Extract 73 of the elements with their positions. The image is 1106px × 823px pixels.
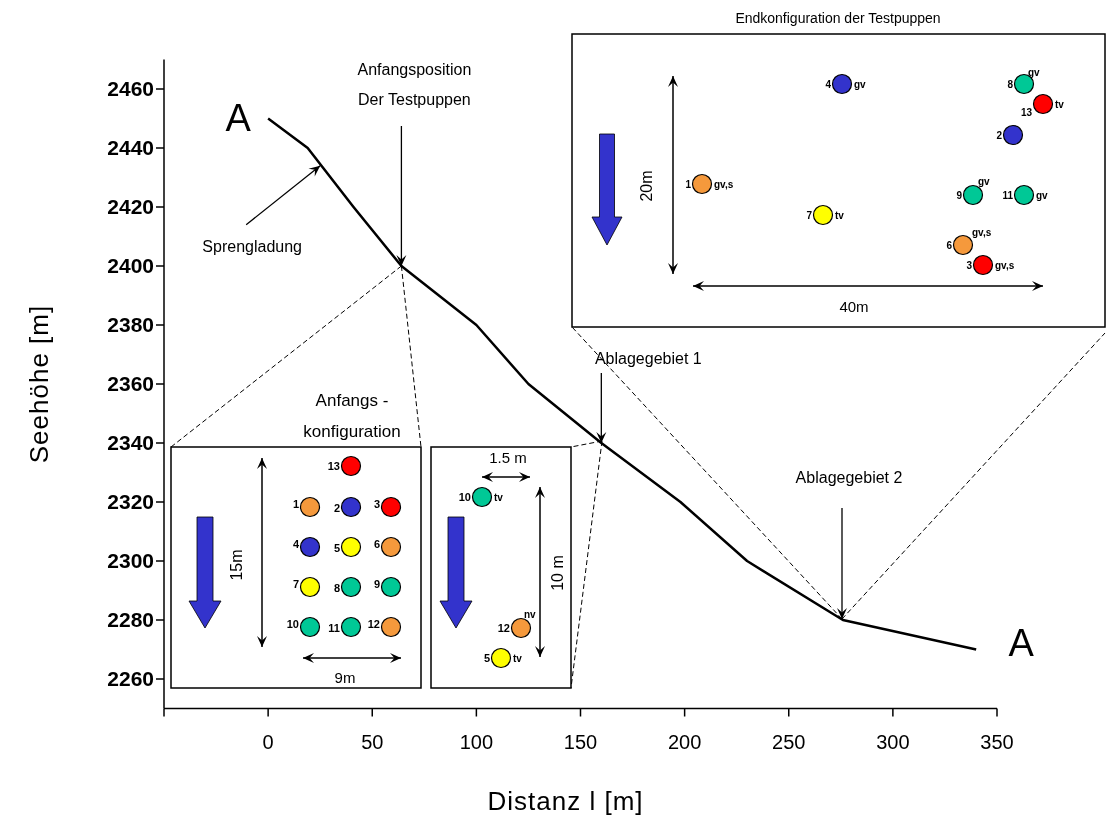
annotation: 4 bbox=[292, 538, 300, 550]
x-tick-label: 200 bbox=[667, 730, 702, 753]
x-tick-label: 300 bbox=[876, 730, 910, 753]
annotation: 40m bbox=[839, 298, 869, 315]
annotation: 11 bbox=[328, 622, 340, 634]
x-tick-label: 0 bbox=[262, 730, 274, 753]
text: 13 bbox=[1020, 107, 1033, 118]
annotation: 9m bbox=[334, 669, 356, 686]
y-axis-title: Seehöhe [m] bbox=[24, 304, 54, 464]
text: 11 bbox=[1002, 190, 1014, 201]
text: tv bbox=[1055, 99, 1065, 110]
annotation: 3 bbox=[373, 498, 380, 510]
annotation: 10 bbox=[286, 618, 299, 630]
x-tick-label: 150 bbox=[563, 730, 598, 753]
y-tick-label: 2400 bbox=[107, 254, 154, 278]
annotation: Anfangsposition Der Testpuppen bbox=[357, 61, 472, 108]
annotation: 13 bbox=[327, 460, 340, 472]
annotation: Anfangs - konfiguration bbox=[303, 391, 401, 442]
annotation: 1.5 m bbox=[489, 449, 527, 466]
annotation: 3 bbox=[966, 260, 973, 271]
annotation: 5 bbox=[333, 542, 340, 554]
annotation: tv bbox=[494, 492, 504, 503]
annotation: Ablagegebiet 2 bbox=[795, 469, 903, 486]
annotation: gv,s bbox=[714, 179, 734, 190]
annotation: 12 bbox=[497, 622, 510, 634]
annotation: gv bbox=[978, 176, 991, 187]
annotation: 1 bbox=[292, 498, 299, 510]
y-tick-label: 2340 bbox=[107, 431, 154, 455]
x-tick-label: 50 bbox=[361, 730, 384, 753]
annotation: 9 bbox=[373, 578, 380, 590]
x-tick-label: 350 bbox=[980, 730, 1014, 753]
annotation: Ablagegebiet 1 bbox=[594, 350, 702, 367]
annotation: gv,s bbox=[995, 260, 1015, 271]
annotation: 2 bbox=[333, 502, 340, 514]
annotation: Sprengladung bbox=[202, 237, 303, 255]
y-tick-label: 2420 bbox=[107, 195, 154, 219]
annotation: 6 bbox=[946, 240, 953, 251]
annotation: 10 m bbox=[549, 555, 566, 591]
x-tick-label: 250 bbox=[772, 730, 806, 753]
annotation: gv bbox=[854, 79, 867, 90]
x-axis-title: Distanz l [m] bbox=[487, 786, 644, 816]
annotation: 10 bbox=[458, 491, 471, 503]
x-tick-label: 100 bbox=[459, 730, 494, 753]
annotation: 1 bbox=[685, 179, 692, 190]
y-tick-label: 2380 bbox=[107, 313, 154, 337]
text: gv bbox=[1036, 190, 1049, 201]
y-tick-label: 2260 bbox=[107, 667, 154, 691]
annotation: 20m bbox=[638, 170, 655, 202]
annotation: A bbox=[1008, 621, 1035, 664]
y-tick-label: 2280 bbox=[107, 608, 154, 632]
annotation: 7 bbox=[292, 578, 299, 590]
annotation: 9 bbox=[956, 190, 963, 201]
annotation: gv,s bbox=[972, 227, 992, 238]
annotation: 6 bbox=[373, 538, 380, 550]
annotation: 5 bbox=[483, 652, 490, 664]
y-tick-label: 2440 bbox=[107, 136, 154, 160]
y-tick-label: 2300 bbox=[107, 549, 154, 573]
annotation: 12 bbox=[367, 618, 380, 630]
text: Endkonfiguration der Testpuppen bbox=[735, 10, 941, 26]
annotation: tv bbox=[513, 653, 523, 664]
annotation: 8 bbox=[333, 582, 340, 594]
annotation: 15m bbox=[228, 549, 245, 581]
annotation: 2 bbox=[996, 130, 1003, 141]
y-tick-label: 2360 bbox=[107, 372, 154, 396]
y-tick-label: 2460 bbox=[107, 77, 154, 101]
annotation: 7 bbox=[806, 210, 813, 221]
annotation: tv bbox=[835, 210, 845, 221]
y-tick-label: 2320 bbox=[107, 490, 154, 514]
text: gv bbox=[1028, 67, 1041, 78]
annotation: A bbox=[225, 96, 252, 139]
text: 8 bbox=[1007, 79, 1014, 90]
annotation: 4 bbox=[825, 79, 832, 90]
annotation: nv bbox=[524, 609, 537, 620]
